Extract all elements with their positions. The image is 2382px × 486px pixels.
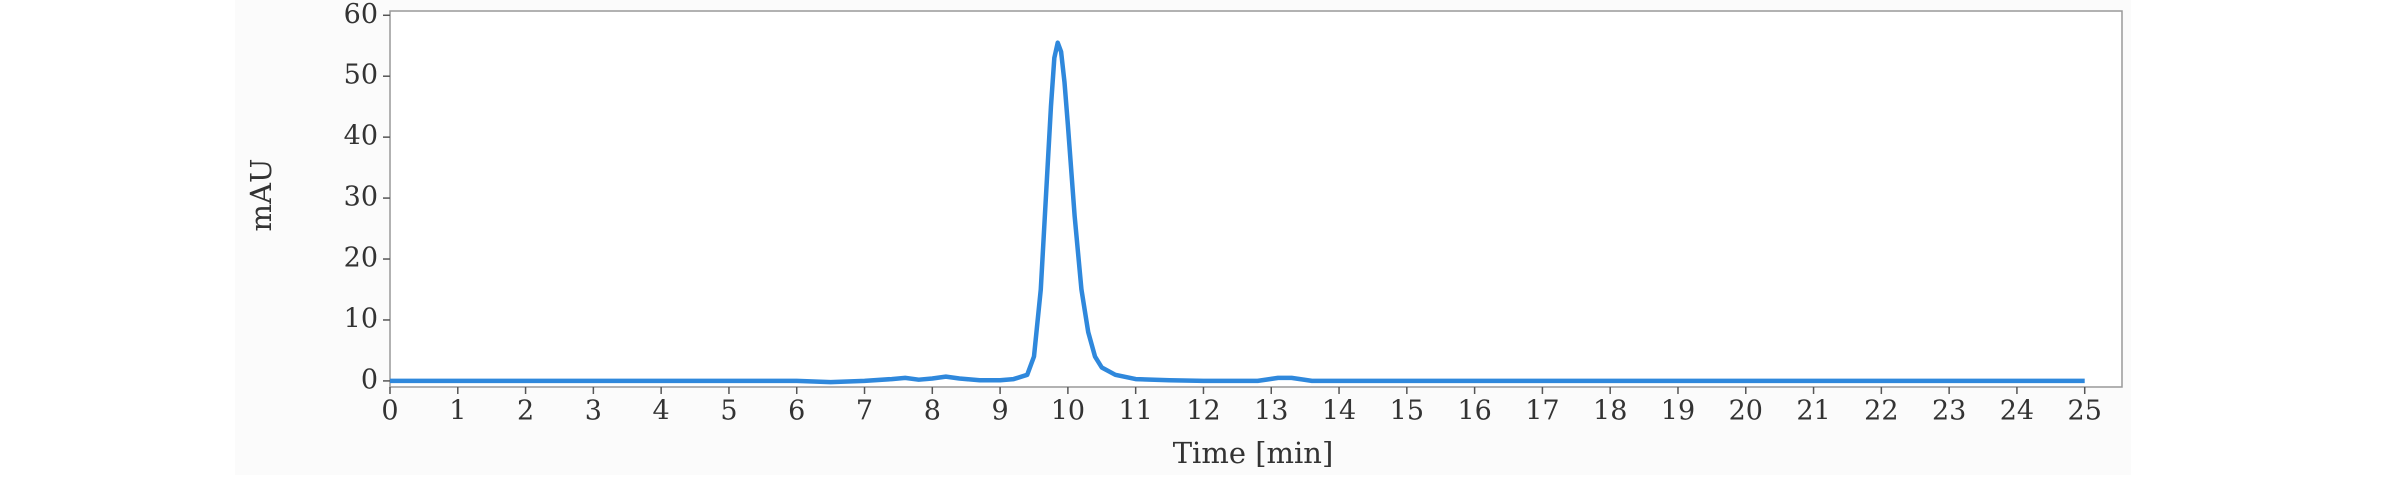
y-tick-label: 0 — [361, 364, 378, 395]
x-tick-label: 0 — [381, 396, 398, 427]
x-tick-label: 2 — [517, 396, 534, 427]
y-tick-label: 60 — [344, 0, 378, 30]
y-axis-label: mAU — [244, 159, 278, 232]
x-tick-label: 1 — [449, 396, 466, 427]
x-tick-label: 18 — [1593, 396, 1627, 427]
x-axis-label: Time [min] — [1173, 436, 1334, 470]
x-tick-label: 11 — [1118, 396, 1152, 427]
data-line — [390, 40, 2085, 385]
x-tick-label: 4 — [653, 396, 670, 427]
y-tick-label: 20 — [344, 243, 378, 274]
x-tick-label: 14 — [1322, 396, 1356, 427]
x-tick-label: 23 — [1932, 396, 1966, 427]
x-tick-label: 16 — [1457, 396, 1491, 427]
x-tick-label: 7 — [856, 396, 873, 427]
x-tick-label: 24 — [2000, 396, 2034, 427]
y-tick-label: 50 — [344, 60, 378, 91]
x-tick-label: 5 — [720, 396, 737, 427]
x-tick-label: 22 — [1864, 396, 1898, 427]
y-tick-label: 40 — [344, 121, 378, 152]
x-tick-label: 20 — [1729, 396, 1763, 427]
x-tick-label: 6 — [788, 396, 805, 427]
x-tick-label: 8 — [924, 396, 941, 427]
y-tick-label: 30 — [344, 182, 378, 213]
x-tick-label: 17 — [1525, 396, 1559, 427]
x-tick-label: 19 — [1661, 396, 1695, 427]
x-tick-label: 3 — [585, 396, 602, 427]
x-tick-label: 12 — [1186, 396, 1220, 427]
x-tick-label: 15 — [1390, 396, 1424, 427]
x-tick-label: 10 — [1051, 396, 1085, 427]
x-tick-label: 9 — [992, 396, 1009, 427]
x-tick-label: 21 — [1796, 396, 1830, 427]
plot-area — [389, 10, 2123, 388]
x-tick-label: 13 — [1254, 396, 1288, 427]
x-tick-label: 25 — [2068, 396, 2102, 427]
y-tick-label: 10 — [344, 303, 378, 334]
